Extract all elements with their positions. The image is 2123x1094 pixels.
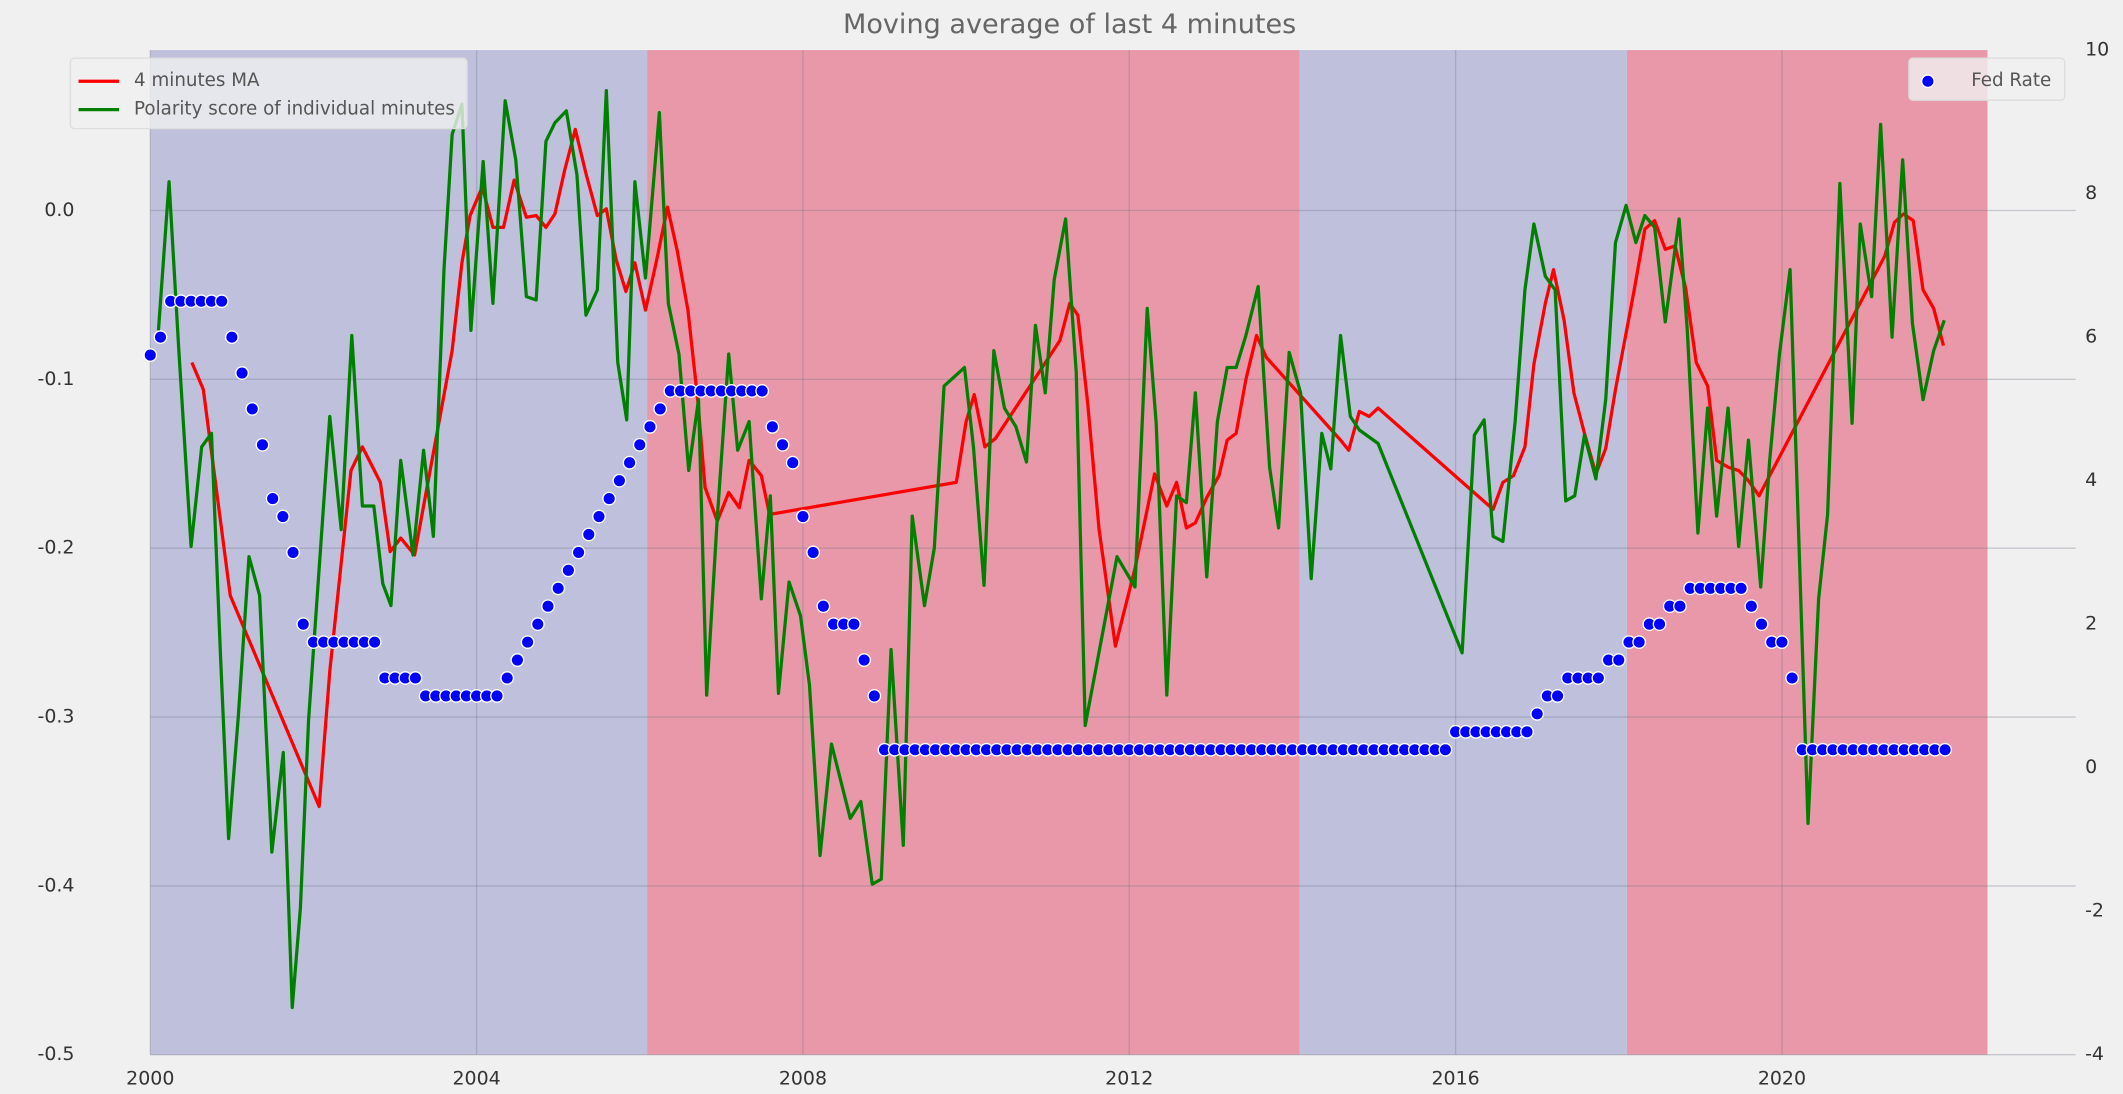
y2-tick-label: 10 (2085, 39, 2109, 61)
shaded-span (1299, 50, 1627, 1055)
shaded-span (1626, 50, 1988, 1055)
y-tick-label: -0.1 (38, 368, 75, 390)
scatter-point (755, 384, 770, 398)
scatter-point (612, 473, 627, 488)
scatter-point (581, 527, 596, 542)
x-tick-label: 2016 (1431, 1068, 1479, 1090)
x-tick-label: 2012 (1105, 1068, 1153, 1090)
legend: Fed Rate (1908, 57, 2066, 101)
scatter-point (296, 617, 311, 632)
scatter-point (153, 330, 168, 345)
scatter-point (214, 294, 229, 309)
y2-tick-label: 0 (2085, 756, 2097, 778)
legend-box (1908, 57, 2066, 101)
scatter-point (245, 401, 260, 416)
scatter-point (1744, 599, 1759, 614)
y2-tick-label: -2 (2085, 900, 2104, 922)
y2-tick-label: 6 (2085, 326, 2097, 348)
series-line (156, 88, 1946, 1010)
scatter-point (490, 689, 504, 703)
scatter-point (867, 689, 882, 703)
x-tick-label: 2020 (1758, 1068, 1806, 1090)
y-tick-label: -0.2 (38, 537, 75, 559)
scatter-point (500, 671, 515, 685)
y-tick-label: -0.3 (38, 706, 75, 728)
scatter-point (235, 366, 249, 380)
scatter-point (602, 491, 617, 506)
scatter-point (775, 437, 790, 452)
scatter-point (592, 509, 606, 524)
scatter-point (143, 348, 158, 362)
scatter-point (520, 635, 535, 650)
scatter-point (1785, 671, 1800, 685)
scatter-point (1591, 671, 1606, 685)
y-tick-label: 0.0 (44, 199, 74, 221)
scatter-point (816, 599, 831, 614)
scatter-point (551, 581, 566, 596)
scatter-point (571, 545, 586, 560)
y2-tick-label: 4 (2085, 469, 2097, 491)
y2-tick-label: 8 (2085, 182, 2097, 204)
x-tick-label: 2008 (779, 1068, 827, 1090)
legend-marker (1920, 74, 1935, 89)
scatter-point (541, 599, 555, 614)
chart-title: Moving average of last 4 minutes (843, 9, 1296, 40)
scatter-point (408, 671, 423, 685)
legend-label: Fed Rate (1971, 70, 2051, 91)
y2-tick-label: -4 (2085, 1043, 2104, 1065)
scatter-point (1754, 617, 1769, 632)
shaded-span (150, 50, 648, 1055)
scatter-point (561, 563, 576, 578)
scatter-point (1632, 635, 1647, 650)
scatter-point (530, 617, 545, 632)
scatter-point (653, 401, 668, 416)
scatter-point (1938, 742, 1952, 757)
x-tick-label: 2004 (453, 1068, 501, 1090)
scatter-point (622, 455, 637, 470)
scatter-point (632, 437, 647, 452)
scatter-point (1652, 617, 1667, 632)
scatter-point (765, 419, 780, 434)
scatter-point (1734, 581, 1749, 596)
shaded-span (647, 50, 1300, 1055)
scatter-point (265, 491, 280, 506)
scatter-point (510, 653, 525, 667)
scatter-point (1438, 742, 1453, 757)
y-tick-label: -0.4 (38, 874, 75, 896)
scatter-point (847, 617, 861, 632)
scatter-point (224, 330, 239, 345)
scatter-point (286, 545, 300, 560)
scatter-point (1673, 599, 1687, 614)
scatter-point (1550, 689, 1565, 703)
scatter-point (275, 509, 290, 524)
scatter-point (1520, 724, 1534, 739)
legend: 4 minutes MA Polarity score of individual… (69, 57, 468, 130)
scatter-point (857, 653, 872, 667)
y-tick-label: -0.5 (38, 1043, 75, 1065)
legend-box (69, 57, 468, 130)
legend-label: 4 minutes MA (134, 70, 260, 91)
scatter-point (806, 545, 821, 560)
scatter-point (796, 509, 810, 524)
scatter-point (643, 419, 657, 434)
scatter-point (367, 635, 382, 650)
scatter-point (1775, 635, 1789, 650)
scatter-point (1530, 706, 1545, 721)
y2-tick-label: 2 (2085, 613, 2097, 635)
legend-label: Polarity score of individual minutes (134, 99, 455, 120)
x-tick-label: 2000 (126, 1068, 174, 1090)
scatter-point (785, 455, 800, 470)
scatter-point (255, 437, 270, 452)
scatter-point (1611, 653, 1626, 667)
